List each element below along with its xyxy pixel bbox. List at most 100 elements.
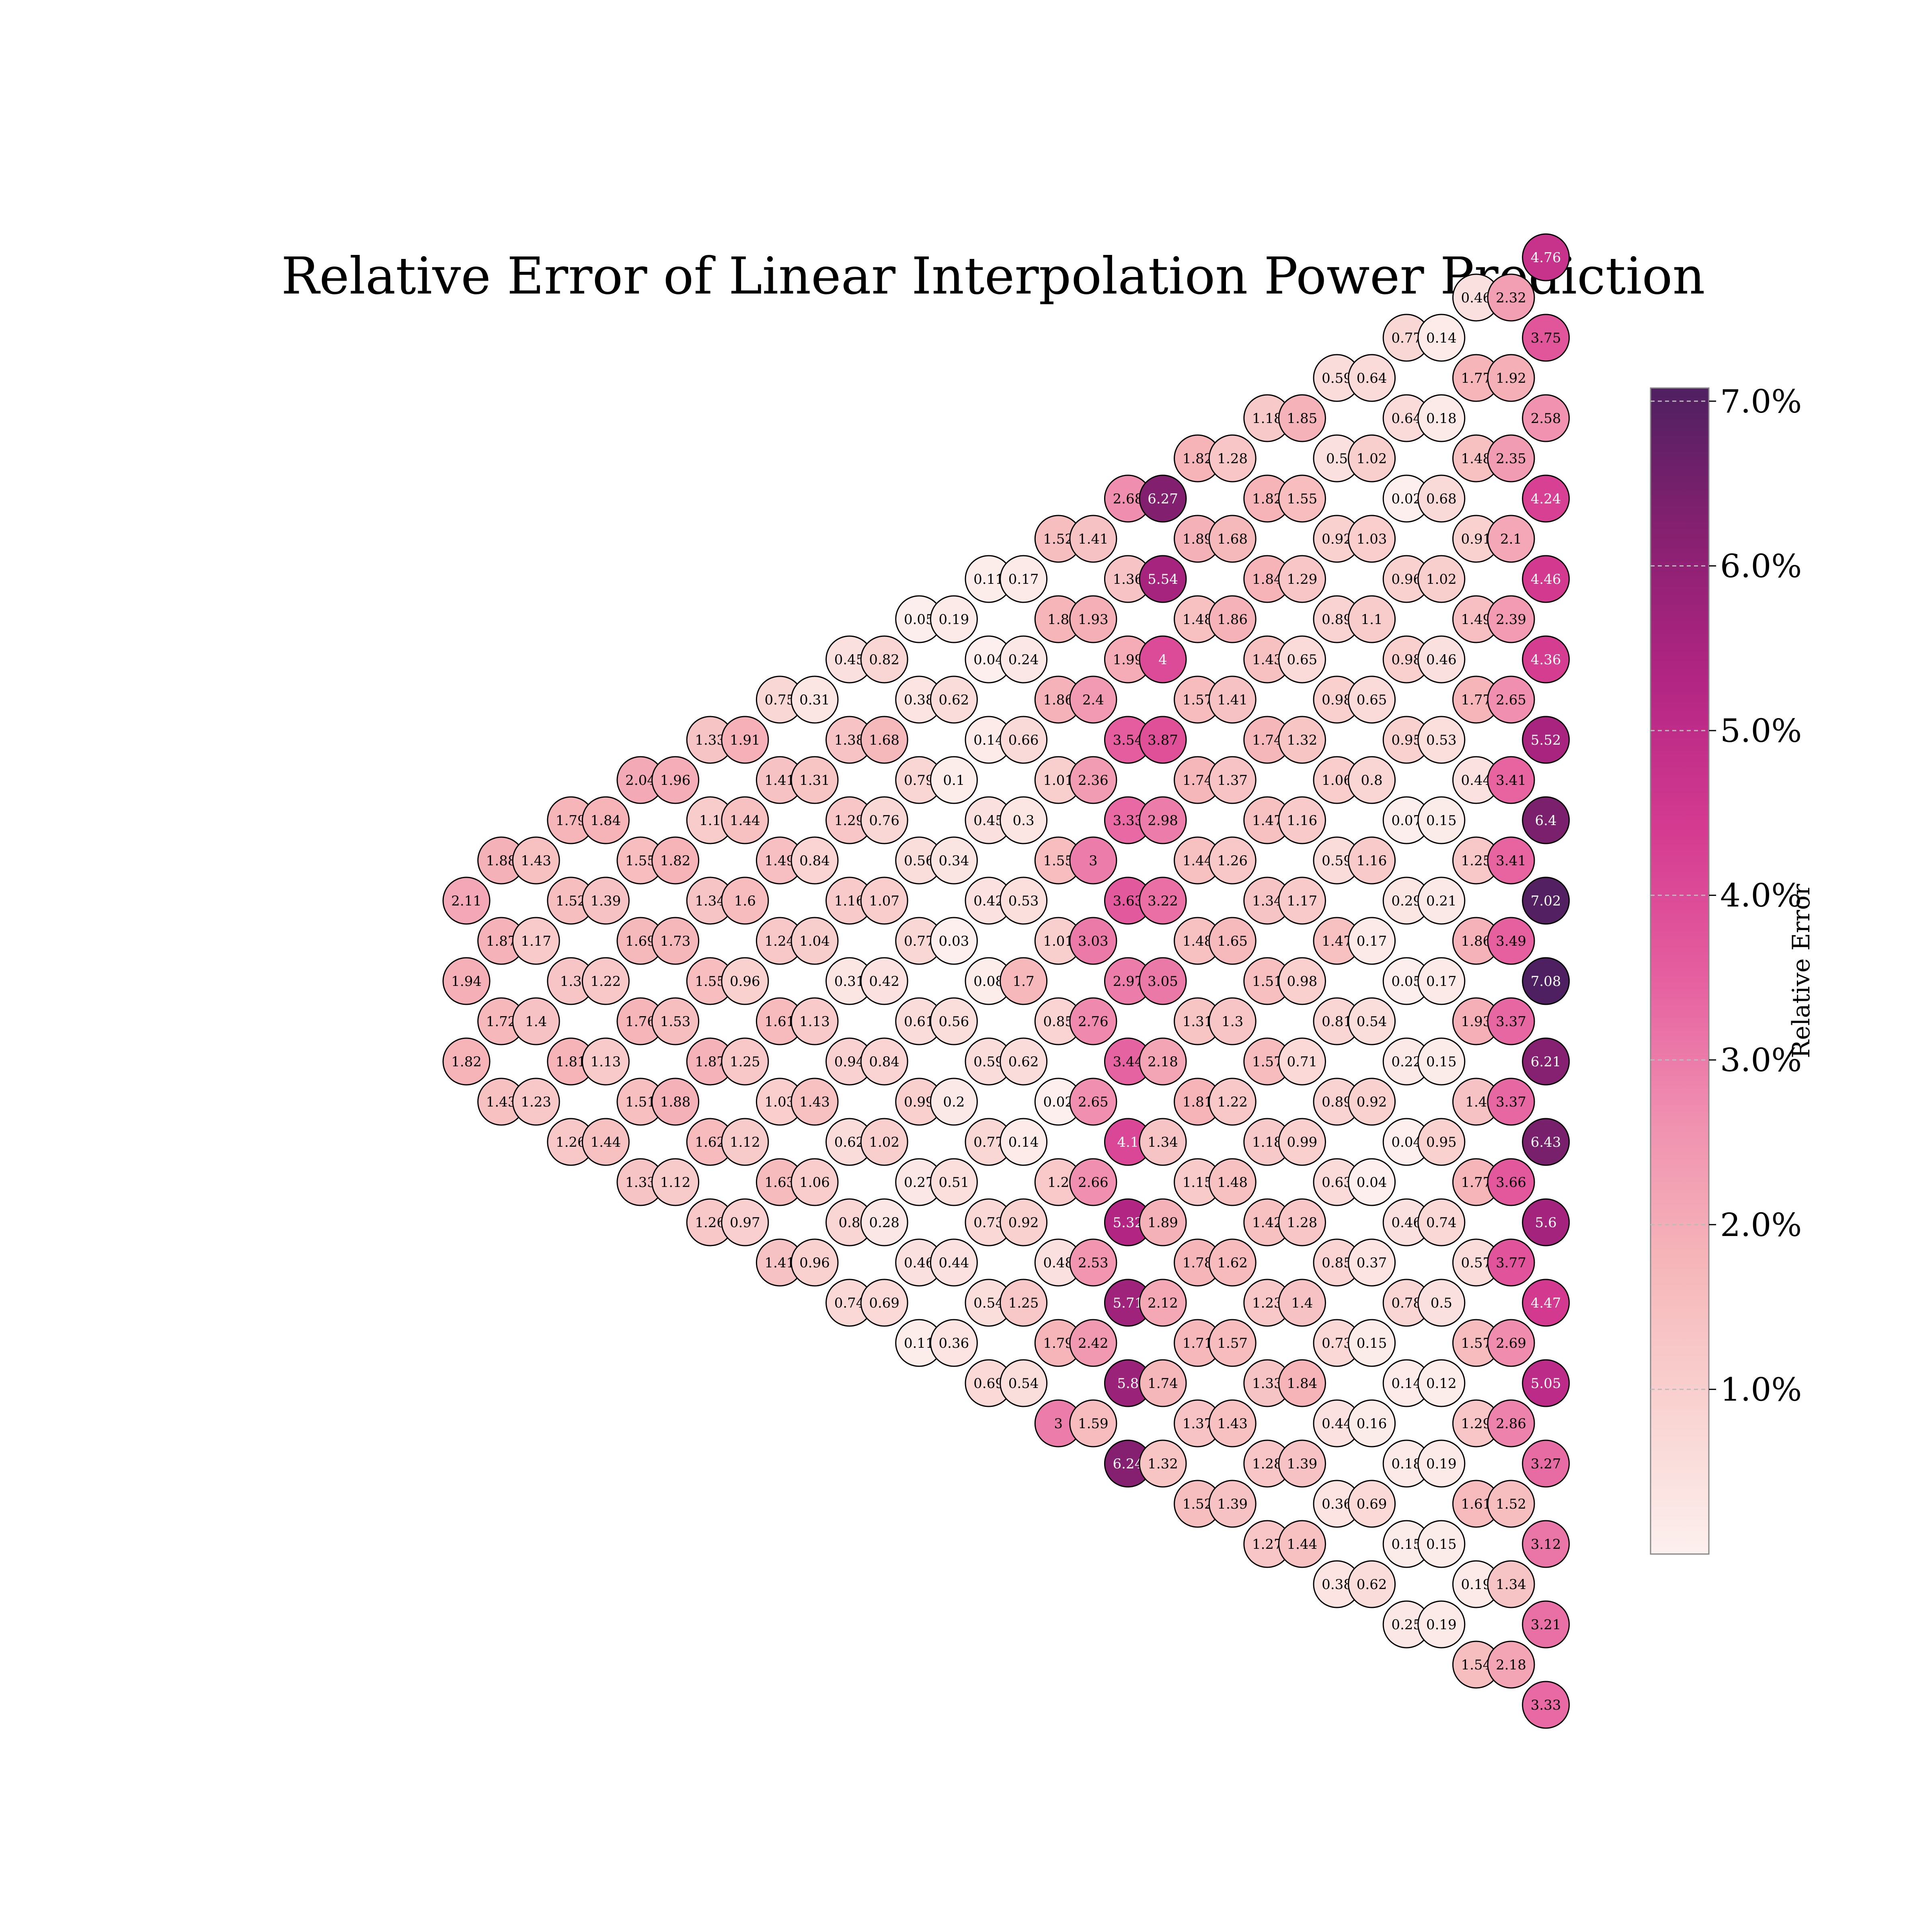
cell-value-label: 1.03	[765, 1094, 795, 1110]
cell-marker	[930, 836, 978, 885]
heatmap-cell: 1.86	[1208, 595, 1257, 643]
cell-value-label: 6.24	[1113, 1456, 1144, 1472]
heatmap-cell: 0.14	[965, 716, 1013, 764]
cell-marker	[1487, 675, 1535, 724]
cell-marker	[721, 716, 769, 764]
cell-value-label: 1.82	[451, 1054, 482, 1070]
cell-value-label: 3	[1089, 853, 1098, 869]
cell-value-label: 0.91	[1461, 531, 1492, 547]
heatmap-cell: 4	[1139, 635, 1187, 684]
cell-value-label: 0.89	[1322, 612, 1352, 628]
cell-marker	[1487, 1238, 1535, 1287]
cell-value-label: 1.02	[869, 1134, 899, 1150]
cell-value-label: 0.15	[1391, 1536, 1422, 1552]
cell-marker	[930, 595, 978, 643]
cell-value-label: 1.79	[1043, 1335, 1074, 1351]
heatmap-cell: 0.17	[1417, 957, 1466, 1005]
heatmap-cell: 0.46	[1417, 635, 1466, 684]
cell-value-label: 0.27	[904, 1174, 934, 1191]
heatmap-cell: 1.74	[1174, 756, 1222, 804]
cell-value-label: 1.29	[1287, 571, 1318, 587]
cell-value-label: 2.65	[1496, 692, 1526, 708]
cell-value-label: 1.28	[1217, 451, 1248, 467]
cell-value-label: 1.34	[1148, 1134, 1178, 1150]
cell-marker	[1000, 877, 1048, 925]
cell-value-label: 1.54	[1461, 1657, 1492, 1673]
cell-marker	[1487, 997, 1535, 1045]
heatmap-cell: 0.76	[860, 796, 908, 844]
cell-value-label: 1.12	[730, 1134, 760, 1150]
cell-marker	[1417, 1600, 1466, 1649]
heatmap-cell: 1.44	[721, 796, 769, 844]
cell-marker	[860, 957, 908, 1005]
cell-marker	[1278, 1439, 1326, 1488]
heatmap-cell: 5.71	[1104, 1279, 1152, 1327]
heatmap-cell: 0.64	[1348, 354, 1396, 402]
heatmap-cell: 1.57	[1208, 1319, 1257, 1367]
heatmap-cell: 1.52	[1487, 1480, 1535, 1528]
cell-value-label: 0.44	[1322, 1416, 1352, 1432]
cell-value-label: 1.23	[1252, 1295, 1283, 1311]
cell-value-label: 1.17	[1287, 893, 1318, 909]
cell-value-label: 0.51	[939, 1174, 969, 1191]
heatmap-cell: 0.19	[1417, 1600, 1466, 1649]
cell-marker	[1208, 1480, 1257, 1528]
heatmap-cell: 2.36	[1069, 756, 1117, 804]
heatmap-cell: 0.62	[930, 675, 978, 724]
heatmap-cell: 0.8	[825, 1198, 874, 1246]
heatmap-cell: 1.82	[442, 1037, 491, 1086]
cell-value-label: 0.56	[904, 853, 934, 869]
heatmap-cell: 2.18	[1487, 1640, 1535, 1689]
heatmap-cell: 0.17	[1000, 555, 1048, 603]
cell-marker	[1069, 756, 1117, 804]
heatmap-cell: 1.16	[825, 877, 874, 925]
cell-marker	[1000, 555, 1048, 603]
cell-marker	[651, 997, 700, 1045]
cell-marker	[1522, 877, 1570, 925]
cell-marker	[1348, 917, 1396, 965]
heatmap-cell: 0.74	[1417, 1198, 1466, 1246]
cell-marker	[790, 675, 839, 724]
heatmap-cell: 0.54	[1000, 1359, 1048, 1407]
heatmap-cell: 1.77	[1452, 354, 1500, 402]
heatmap-cell: 1.93	[1069, 595, 1117, 643]
cell-marker	[1139, 796, 1187, 844]
cell-value-label: 0.45	[973, 813, 1004, 829]
cell-value-label: 0.95	[1391, 732, 1422, 748]
cell-marker	[1348, 836, 1396, 885]
heatmap-cell: 1.07	[860, 877, 908, 925]
cell-marker	[1208, 1158, 1257, 1206]
heatmap-cell: 0.84	[860, 1037, 908, 1086]
cell-value-label: 4	[1158, 652, 1167, 668]
cell-marker	[1278, 635, 1326, 684]
cell-value-label: 1.52	[1183, 1496, 1213, 1512]
heatmap-cell: 2.98	[1139, 796, 1187, 844]
cell-value-label: 1.49	[765, 853, 795, 869]
cell-value-label: 0.92	[1008, 1215, 1039, 1231]
cell-value-label: 0.02	[1391, 491, 1422, 507]
heatmap-cell: 0.56	[930, 997, 978, 1045]
heatmap-cell: 0.69	[1348, 1480, 1396, 1528]
heatmap-cell: 1.47	[1243, 796, 1291, 844]
heatmap-cell: 0.18	[1382, 1439, 1431, 1488]
cell-value-label: 1.24	[765, 933, 795, 949]
heatmap-cell: 3.63	[1104, 877, 1152, 925]
cell-value-label: 4.36	[1531, 652, 1561, 668]
cell-value-label: 1.07	[869, 893, 899, 909]
cell-value-label: 0.73	[973, 1215, 1004, 1231]
cell-value-label: 3.33	[1113, 813, 1144, 829]
cell-marker	[1208, 434, 1257, 482]
cell-value-label: 1.32	[1287, 732, 1318, 748]
cell-value-label: 1.55	[625, 853, 656, 869]
heatmap-cell: 3.21	[1522, 1600, 1570, 1649]
cell-value-label: 1.52	[556, 893, 586, 909]
cell-marker	[721, 796, 769, 844]
cell-marker	[1139, 1037, 1187, 1086]
cell-value-label: 1.18	[1252, 1134, 1283, 1150]
heatmap-cell: 1.18	[1243, 394, 1291, 442]
heatmap-cell: 1.49	[1452, 595, 1500, 643]
cell-marker	[1417, 555, 1466, 603]
cell-marker	[442, 957, 491, 1005]
colorbar-ticks: 1.0% 2.0% 3.0% 4.0% 5.0% 6.0% 7.0%	[1651, 383, 1802, 1408]
heatmap-cell: 0.15	[1417, 796, 1466, 844]
